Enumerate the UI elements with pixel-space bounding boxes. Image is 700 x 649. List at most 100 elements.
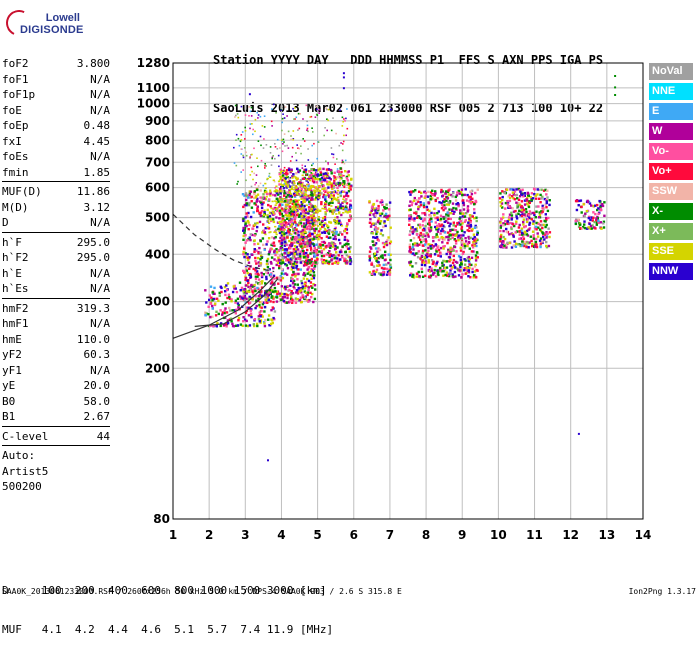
echo-point (369, 225, 373, 228)
echo-point (445, 199, 448, 202)
param-row: foEp 0.48 (2, 118, 110, 134)
echo-point (286, 184, 289, 186)
echo-point (411, 232, 415, 235)
echo-point (255, 262, 258, 265)
echo-point (279, 254, 282, 257)
echo-point (452, 254, 455, 258)
echo-point (469, 225, 473, 228)
echo-point (281, 121, 283, 124)
echo-point (289, 198, 293, 201)
echo-point (245, 306, 249, 309)
echo-point (443, 245, 446, 248)
echo-point (235, 324, 238, 327)
echo-point (502, 229, 505, 233)
echo-point (293, 220, 297, 224)
echo-point (312, 131, 314, 133)
echo-point (471, 228, 474, 231)
echo-point (311, 249, 314, 253)
echo-point (254, 269, 257, 272)
echo-point (305, 188, 308, 190)
echo-point (327, 162, 329, 164)
echo-point (264, 282, 267, 285)
echo-point (301, 213, 305, 216)
echo-point (472, 274, 476, 277)
echo-point (341, 256, 344, 259)
echo-point (437, 248, 441, 252)
echo-point (286, 217, 289, 220)
echo-point (319, 173, 323, 176)
echo-point (445, 213, 448, 216)
echo-point (418, 274, 421, 278)
echo-point (538, 211, 541, 214)
echo-point (214, 314, 218, 317)
echo-point (385, 240, 388, 244)
echo-point (529, 235, 532, 238)
echo-point (218, 294, 221, 297)
echo-point (447, 203, 450, 206)
echo-point (451, 266, 454, 269)
echo-point (235, 139, 237, 141)
echo-point (287, 147, 290, 149)
echo-point (280, 248, 283, 251)
echo-point (425, 240, 428, 243)
echo-point (253, 224, 256, 227)
param-name: h`F (2, 235, 22, 249)
echo-point (471, 244, 474, 247)
echo-point (309, 215, 312, 217)
echo-point (298, 252, 302, 255)
echo-point (310, 296, 313, 299)
echo-point (329, 168, 333, 172)
echo-point (292, 138, 294, 141)
echo-point (382, 263, 385, 267)
echo-point (249, 275, 253, 279)
echo-point (381, 241, 385, 245)
echo-point (235, 308, 238, 311)
echo-point (432, 260, 435, 263)
echo-point (445, 220, 448, 223)
echo-point (252, 323, 255, 326)
echo-point (592, 216, 595, 219)
echo-point (245, 212, 248, 215)
echo-point (294, 232, 298, 235)
echo-point (302, 138, 304, 140)
echo-point (443, 268, 447, 272)
echo-point (274, 146, 277, 148)
echo-point (312, 162, 314, 165)
echo-point (332, 245, 335, 248)
echo-point (449, 217, 452, 221)
echo-point (303, 271, 306, 275)
echo-point (439, 255, 442, 258)
echo-point (273, 277, 276, 280)
echo-point (327, 119, 329, 122)
echo-point (303, 196, 307, 199)
echo-point (254, 277, 258, 281)
echo-point (243, 296, 247, 299)
echo-point (313, 284, 317, 287)
echo-point (384, 212, 388, 216)
echo-point (423, 190, 426, 194)
echo-point (275, 197, 278, 200)
echo-point (316, 157, 318, 160)
echo-point (276, 209, 279, 213)
echo-point (284, 191, 287, 195)
echo-point (312, 283, 315, 286)
echo-point (455, 194, 459, 197)
echo-point (273, 244, 276, 247)
echo-point (320, 176, 324, 180)
echo-point (511, 207, 514, 210)
echo-point (312, 214, 315, 216)
echo-point (330, 182, 334, 185)
echo-point (463, 244, 467, 248)
echo-point (294, 297, 298, 300)
echo-point (436, 226, 439, 229)
echo-point (281, 232, 284, 235)
echo-point (325, 260, 328, 263)
echo-point (506, 220, 509, 223)
echo-point (589, 227, 592, 230)
echo-point (514, 231, 517, 234)
echo-point (292, 279, 296, 282)
echo-point (317, 194, 320, 198)
echo-point (423, 217, 426, 220)
param-separator (2, 231, 110, 233)
echo-point (243, 294, 247, 298)
